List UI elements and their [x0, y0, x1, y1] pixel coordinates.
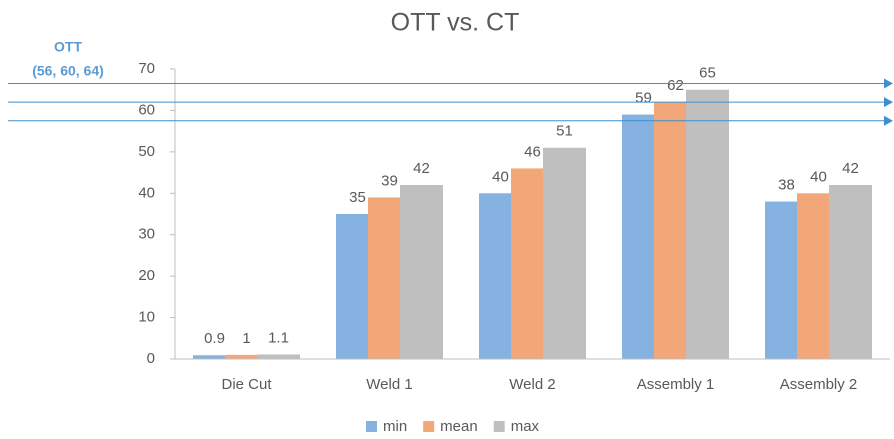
bar: [225, 354, 268, 359]
y-tick-label: 40: [138, 184, 155, 201]
bar: [686, 89, 729, 359]
reference-arrow: [884, 97, 893, 108]
x-tick-label: Die Cut: [221, 376, 272, 393]
data-label: 38: [778, 177, 795, 194]
x-tick-label: Weld 1: [366, 376, 412, 393]
data-label: 42: [842, 160, 859, 177]
bar: [193, 355, 236, 359]
data-label: 51: [556, 123, 573, 140]
x-tick-label: Assembly 1: [637, 376, 715, 393]
legend-swatch: [366, 421, 377, 432]
y-tick-label: 20: [138, 267, 155, 284]
y-tick-label: 60: [138, 101, 155, 118]
data-label: 0.9: [204, 330, 225, 347]
legend-label: max: [511, 418, 540, 435]
data-label: 40: [492, 168, 509, 185]
legend-label: min: [383, 418, 407, 435]
data-label: 59: [635, 90, 652, 107]
data-label: 1.1: [268, 329, 289, 346]
annotation-text: (56, 60, 64): [32, 63, 104, 79]
reference-arrow: [884, 115, 893, 126]
bar: [400, 185, 443, 359]
x-tick-label: Weld 2: [509, 376, 555, 393]
legend-swatch: [423, 421, 435, 432]
x-tick-label: Assembly 2: [780, 376, 858, 393]
legend-swatch: [493, 421, 505, 432]
chart-title: OTT vs. CT: [391, 9, 520, 37]
data-label: 40: [810, 168, 827, 185]
data-label: 42: [413, 160, 430, 177]
annotation-title: OTT: [54, 39, 82, 55]
data-label: 46: [524, 143, 541, 160]
data-label: 35: [349, 189, 366, 206]
y-tick-label: 10: [138, 309, 155, 326]
y-tick-label: 0: [147, 350, 155, 367]
y-tick-label: 30: [138, 226, 155, 243]
y-tick-label: 50: [138, 143, 155, 160]
reference-arrow: [884, 78, 893, 89]
data-label: 1: [242, 330, 250, 347]
legend-label: mean: [440, 418, 478, 435]
bar: [829, 185, 872, 359]
bar: [257, 354, 300, 359]
data-label: 65: [699, 65, 716, 82]
data-label: 39: [381, 172, 398, 189]
data-label: 62: [667, 77, 684, 94]
y-tick-label: 70: [138, 60, 155, 77]
bar: [543, 147, 586, 359]
